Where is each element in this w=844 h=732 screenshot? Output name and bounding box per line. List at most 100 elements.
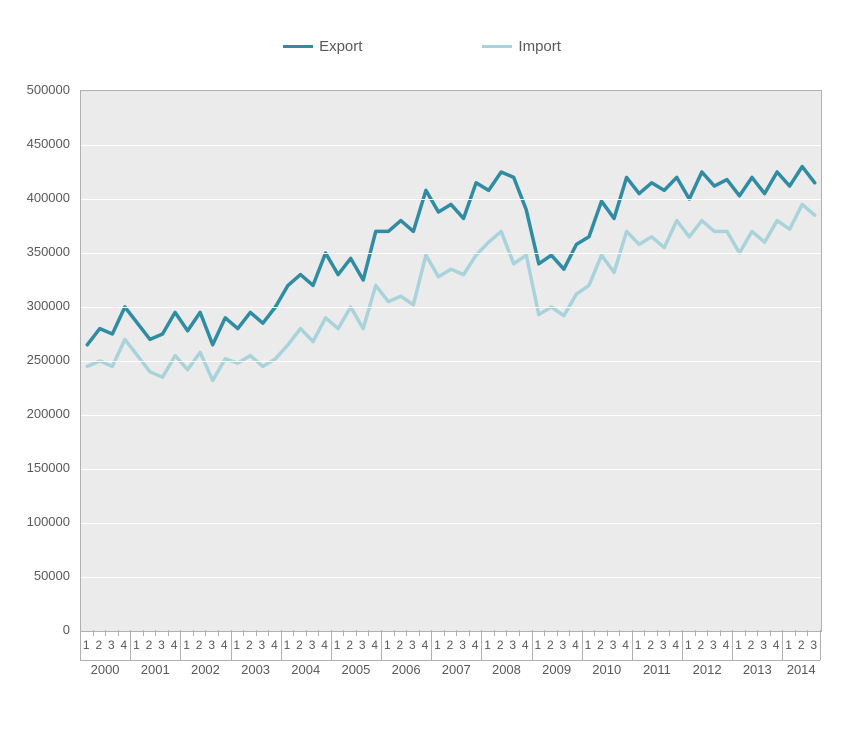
x-tick-minor (757, 630, 758, 636)
x-quarter-label: 2 (447, 638, 454, 652)
x-year-label: 2006 (392, 662, 421, 677)
x-tick-minor (243, 630, 244, 636)
x-tick-minor (268, 630, 269, 636)
x-tick-minor (168, 630, 169, 636)
x-tick-minor (607, 630, 608, 636)
x-quarter-label: 1 (384, 638, 391, 652)
x-quarter-label: 4 (622, 638, 629, 652)
x-quarter-label: 2 (497, 638, 504, 652)
x-quarter-label: 1 (585, 638, 592, 652)
x-tick-year (582, 630, 583, 660)
x-tick-minor (419, 630, 420, 636)
x-quarter-label: 3 (660, 638, 667, 652)
x-quarter-label: 3 (208, 638, 215, 652)
x-tick-minor (444, 630, 445, 636)
x-tick-year (820, 630, 821, 660)
x-quarter-label: 1 (83, 638, 90, 652)
x-tick-minor (669, 630, 670, 636)
x-tick-minor (93, 630, 94, 636)
legend: Export Import (0, 38, 844, 55)
x-quarter-label: 4 (672, 638, 679, 652)
x-year-label: 2010 (592, 662, 621, 677)
x-year-label: 2008 (492, 662, 521, 677)
legend-label: Import (518, 38, 561, 55)
x-year-label: 2000 (91, 662, 120, 677)
x-quarter-label: 3 (760, 638, 767, 652)
x-tick-minor (205, 630, 206, 636)
y-tick-label: 200000 (0, 406, 70, 421)
x-tick-minor (143, 630, 144, 636)
x-quarter-label: 3 (359, 638, 366, 652)
x-quarter-label: 1 (434, 638, 441, 652)
x-tick-minor (193, 630, 194, 636)
x-quarter-label: 4 (371, 638, 378, 652)
x-quarter-label: 3 (158, 638, 165, 652)
x-year-label: 2001 (141, 662, 170, 677)
x-quarter-label: 3 (560, 638, 567, 652)
x-quarter-label: 2 (95, 638, 102, 652)
legend-label: Export (319, 38, 362, 55)
x-year-label: 2007 (442, 662, 471, 677)
x-quarter-label: 4 (773, 638, 780, 652)
x-quarter-label: 1 (735, 638, 742, 652)
x-quarter-label: 4 (171, 638, 178, 652)
x-tick-minor (494, 630, 495, 636)
y-tick-label: 0 (0, 622, 70, 637)
x-tick-minor (456, 630, 457, 636)
y-tick-label: 100000 (0, 514, 70, 529)
x-quarter-label: 3 (509, 638, 516, 652)
x-tick-year (682, 630, 683, 660)
grid-line (81, 577, 821, 578)
plot-area (80, 90, 822, 632)
legend-item: Export (283, 38, 362, 55)
legend-swatch (482, 45, 512, 48)
x-quarter-label: 2 (547, 638, 554, 652)
x-tick-minor (657, 630, 658, 636)
x-tick-minor (293, 630, 294, 636)
x-quarter-label: 3 (810, 638, 817, 652)
x-tick-minor (506, 630, 507, 636)
x-tick-minor (356, 630, 357, 636)
x-quarter-label: 2 (296, 638, 303, 652)
x-quarter-label: 3 (259, 638, 266, 652)
grid-line (81, 361, 821, 362)
x-quarter-label: 3 (309, 638, 316, 652)
x-quarter-label: 2 (798, 638, 805, 652)
x-year-label: 2012 (693, 662, 722, 677)
x-quarter-label: 3 (409, 638, 416, 652)
x-quarter-label: 4 (271, 638, 278, 652)
x-tick-minor (306, 630, 307, 636)
x-year-label: 2005 (341, 662, 370, 677)
x-tick-minor (707, 630, 708, 636)
x-tick-minor (343, 630, 344, 636)
x-tick-year (231, 630, 232, 660)
x-tick-minor (256, 630, 257, 636)
x-quarter-label: 2 (246, 638, 253, 652)
x-tick-minor (807, 630, 808, 636)
grid-line (81, 253, 821, 254)
series-import (87, 204, 814, 380)
x-quarter-label: 4 (572, 638, 579, 652)
x-quarter-label: 4 (121, 638, 128, 652)
x-quarter-label: 2 (146, 638, 153, 652)
x-tick-minor (795, 630, 796, 636)
x-axis-baseline (80, 660, 820, 661)
x-quarter-label: 2 (396, 638, 403, 652)
x-tick-minor (720, 630, 721, 636)
x-quarter-label: 1 (233, 638, 240, 652)
grid-line (81, 469, 821, 470)
y-tick-label: 350000 (0, 244, 70, 259)
x-year-label: 2013 (743, 662, 772, 677)
x-tick-year (281, 630, 282, 660)
x-quarter-label: 2 (597, 638, 604, 652)
x-year-label: 2009 (542, 662, 571, 677)
grid-line (81, 199, 821, 200)
x-quarter-label: 1 (534, 638, 541, 652)
x-quarter-label: 1 (183, 638, 190, 652)
x-tick-minor (469, 630, 470, 636)
x-quarter-label: 1 (133, 638, 140, 652)
legend-item: Import (482, 38, 561, 55)
grid-line (81, 145, 821, 146)
x-year-label: 2014 (787, 662, 816, 677)
x-quarter-label: 3 (459, 638, 466, 652)
